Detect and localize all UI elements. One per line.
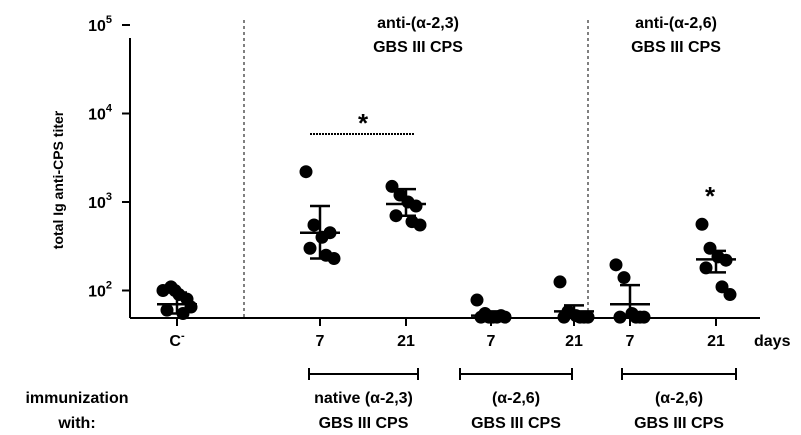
data-point [307, 218, 321, 232]
series-layer [156, 165, 737, 324]
x-tick-label: 7 [487, 333, 496, 350]
series-group [299, 165, 341, 265]
data-point [695, 217, 709, 231]
y-axis-label: total Ig anti-CPS titer [50, 110, 66, 249]
x-tick-label: 7 [316, 333, 325, 350]
data-point [715, 280, 729, 294]
y-tick-label: 105 [88, 14, 112, 35]
data-point [498, 310, 512, 324]
series-group [156, 280, 198, 320]
series-group [470, 293, 512, 324]
data-point [609, 258, 623, 272]
data-point [385, 179, 399, 193]
immunization-group-line2: GBS III CPS [319, 415, 409, 432]
data-point [581, 310, 595, 324]
section-title-line1: anti-(α-2,3) [377, 15, 459, 32]
data-point [699, 261, 713, 275]
immunization-group-line1: (α-2,6) [492, 390, 540, 407]
data-point [470, 293, 484, 307]
series-group [609, 258, 651, 324]
data-point [327, 251, 341, 265]
series-group [695, 217, 737, 302]
significance-star: * [358, 108, 369, 138]
data-point [409, 199, 423, 213]
immunization-group-line2: GBS III CPS [634, 415, 724, 432]
immunization-groups: native (α-2,3) GBS III CPS (α-2,6) GBS III … [308, 368, 737, 432]
series-group [385, 179, 427, 232]
data-point [184, 300, 198, 314]
x-tick-label: 21 [707, 333, 725, 350]
section-title-line2: GBS III CPS [631, 39, 721, 56]
x-tick-label: 7 [626, 333, 635, 350]
immunization-label-line2: with: [57, 415, 95, 432]
x-tick-label: C- [169, 330, 185, 350]
immunization-group-line1: native (α-2,3) [314, 390, 413, 407]
y-tick-label: 104 [88, 103, 113, 124]
data-point [637, 310, 651, 324]
significance-star: * [705, 181, 716, 211]
section-title-line1: anti-(α-2,6) [635, 15, 717, 32]
data-point [299, 165, 313, 179]
x-tick-label: 21 [397, 333, 415, 350]
data-point [723, 288, 737, 302]
immunization-group-line1: (α-2,6) [655, 390, 703, 407]
data-point [413, 218, 427, 232]
data-point [617, 271, 631, 285]
immunization-group-line2: GBS III CPS [471, 415, 561, 432]
section-title-line2: GBS III CPS [373, 39, 463, 56]
y-tick-label: 103 [88, 191, 112, 212]
series-group [553, 275, 595, 324]
x-unit-label: days [754, 333, 791, 350]
data-point [168, 284, 182, 297]
y-tick-label: 102 [88, 280, 112, 301]
immunization-label-line1: immunization [25, 390, 128, 407]
data-point [553, 275, 567, 289]
data-point [303, 241, 317, 255]
y-ticks: 102 103 104 105 [88, 14, 130, 301]
x-tick-label: 21 [565, 333, 583, 350]
